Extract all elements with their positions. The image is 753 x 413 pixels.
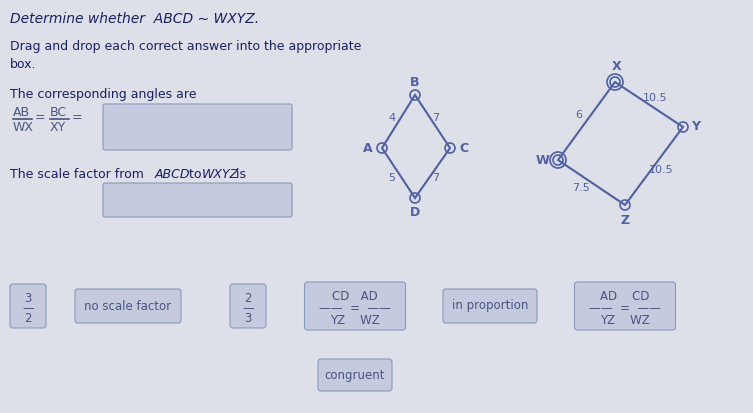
Text: 7.5: 7.5 [572, 183, 590, 193]
Text: YZ    WZ: YZ WZ [330, 313, 380, 327]
Text: 7: 7 [432, 173, 440, 183]
Text: ——  =  ——: —— = —— [319, 301, 391, 315]
FancyBboxPatch shape [304, 282, 406, 330]
Text: CD   AD: CD AD [332, 290, 378, 302]
Text: —: — [22, 302, 34, 316]
Text: 2: 2 [244, 292, 252, 306]
Text: 3: 3 [24, 292, 32, 306]
Text: Determine whether  ABCD ∼ WXYZ.: Determine whether ABCD ∼ WXYZ. [10, 12, 259, 26]
Text: Y: Y [691, 121, 700, 133]
Text: =: = [72, 111, 83, 124]
FancyBboxPatch shape [230, 284, 266, 328]
Text: W: W [536, 154, 550, 166]
Text: 5: 5 [389, 173, 395, 183]
FancyBboxPatch shape [75, 289, 181, 323]
Text: 10.5: 10.5 [648, 165, 673, 175]
Text: =: = [35, 111, 46, 124]
Text: YZ    WZ: YZ WZ [600, 313, 650, 327]
FancyBboxPatch shape [575, 282, 675, 330]
Text: The corresponding angles are: The corresponding angles are [10, 88, 197, 101]
Text: 10.5: 10.5 [643, 93, 667, 103]
FancyBboxPatch shape [103, 104, 292, 150]
Text: B: B [410, 76, 419, 88]
Text: WX: WX [13, 121, 34, 134]
Text: ——  =  ——: —— = —— [589, 301, 661, 315]
FancyBboxPatch shape [10, 284, 46, 328]
Text: WXYZ: WXYZ [202, 168, 239, 181]
Text: XY: XY [50, 121, 66, 134]
Text: 2: 2 [24, 313, 32, 325]
Text: X: X [612, 60, 622, 74]
FancyBboxPatch shape [443, 289, 537, 323]
Text: 3: 3 [244, 313, 252, 325]
Text: in proportion: in proportion [452, 299, 528, 313]
Text: Z: Z [620, 214, 630, 226]
Text: 7: 7 [432, 113, 440, 123]
Text: congruent: congruent [325, 368, 386, 382]
Text: AB: AB [13, 106, 30, 119]
Text: 4: 4 [389, 113, 395, 123]
Text: The scale factor from: The scale factor from [10, 168, 148, 181]
Text: A: A [363, 142, 373, 154]
Text: is: is [232, 168, 246, 181]
Text: ABCD: ABCD [155, 168, 191, 181]
Text: 6: 6 [575, 110, 583, 120]
Text: no scale factor: no scale factor [84, 299, 172, 313]
Text: —: — [242, 302, 254, 316]
Text: D: D [410, 206, 420, 218]
Text: Drag and drop each correct answer into the appropriate
box.: Drag and drop each correct answer into t… [10, 40, 361, 71]
Text: to: to [185, 168, 206, 181]
FancyBboxPatch shape [103, 183, 292, 217]
Text: C: C [459, 142, 468, 154]
Text: BC: BC [50, 106, 67, 119]
FancyBboxPatch shape [318, 359, 392, 391]
Text: AD    CD: AD CD [600, 290, 650, 302]
